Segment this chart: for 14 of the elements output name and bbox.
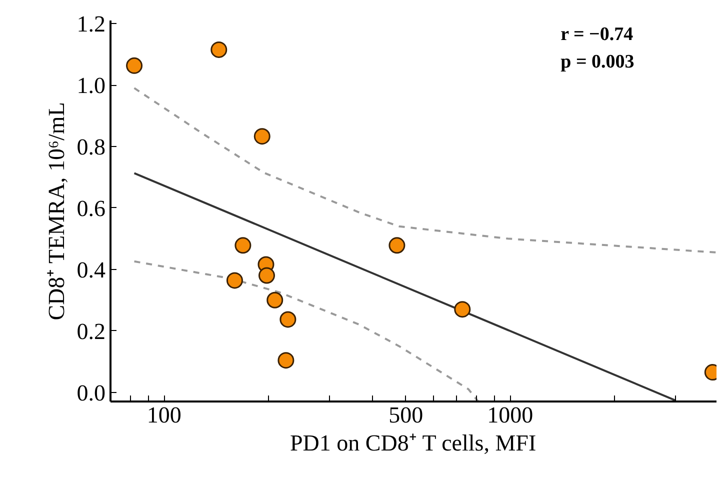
y-tick-label: 0.8 <box>76 134 106 160</box>
annotation: r = −0.74 <box>560 24 634 46</box>
y-tick-label: 0.0 <box>76 380 106 406</box>
x-tick-label: 1000 <box>487 402 534 428</box>
y-tick-label: 0.2 <box>76 318 106 344</box>
y-tick-label: 1.2 <box>76 12 106 37</box>
annotation: p = 0.003 <box>560 52 634 73</box>
y-tick-label: 1.0 <box>76 73 106 98</box>
x-axis-title: PD1 on CD8⁺ T cells, MFI <box>290 430 536 456</box>
y-tick-label: 0.4 <box>76 257 106 282</box>
y-axis-title: CD8⁺ TEMRA, 10⁶/mL <box>44 102 69 320</box>
x-tick-label: 500 <box>388 402 424 428</box>
y-tick-label: 0.6 <box>76 196 106 221</box>
x-tick-label: 100 <box>146 402 182 428</box>
